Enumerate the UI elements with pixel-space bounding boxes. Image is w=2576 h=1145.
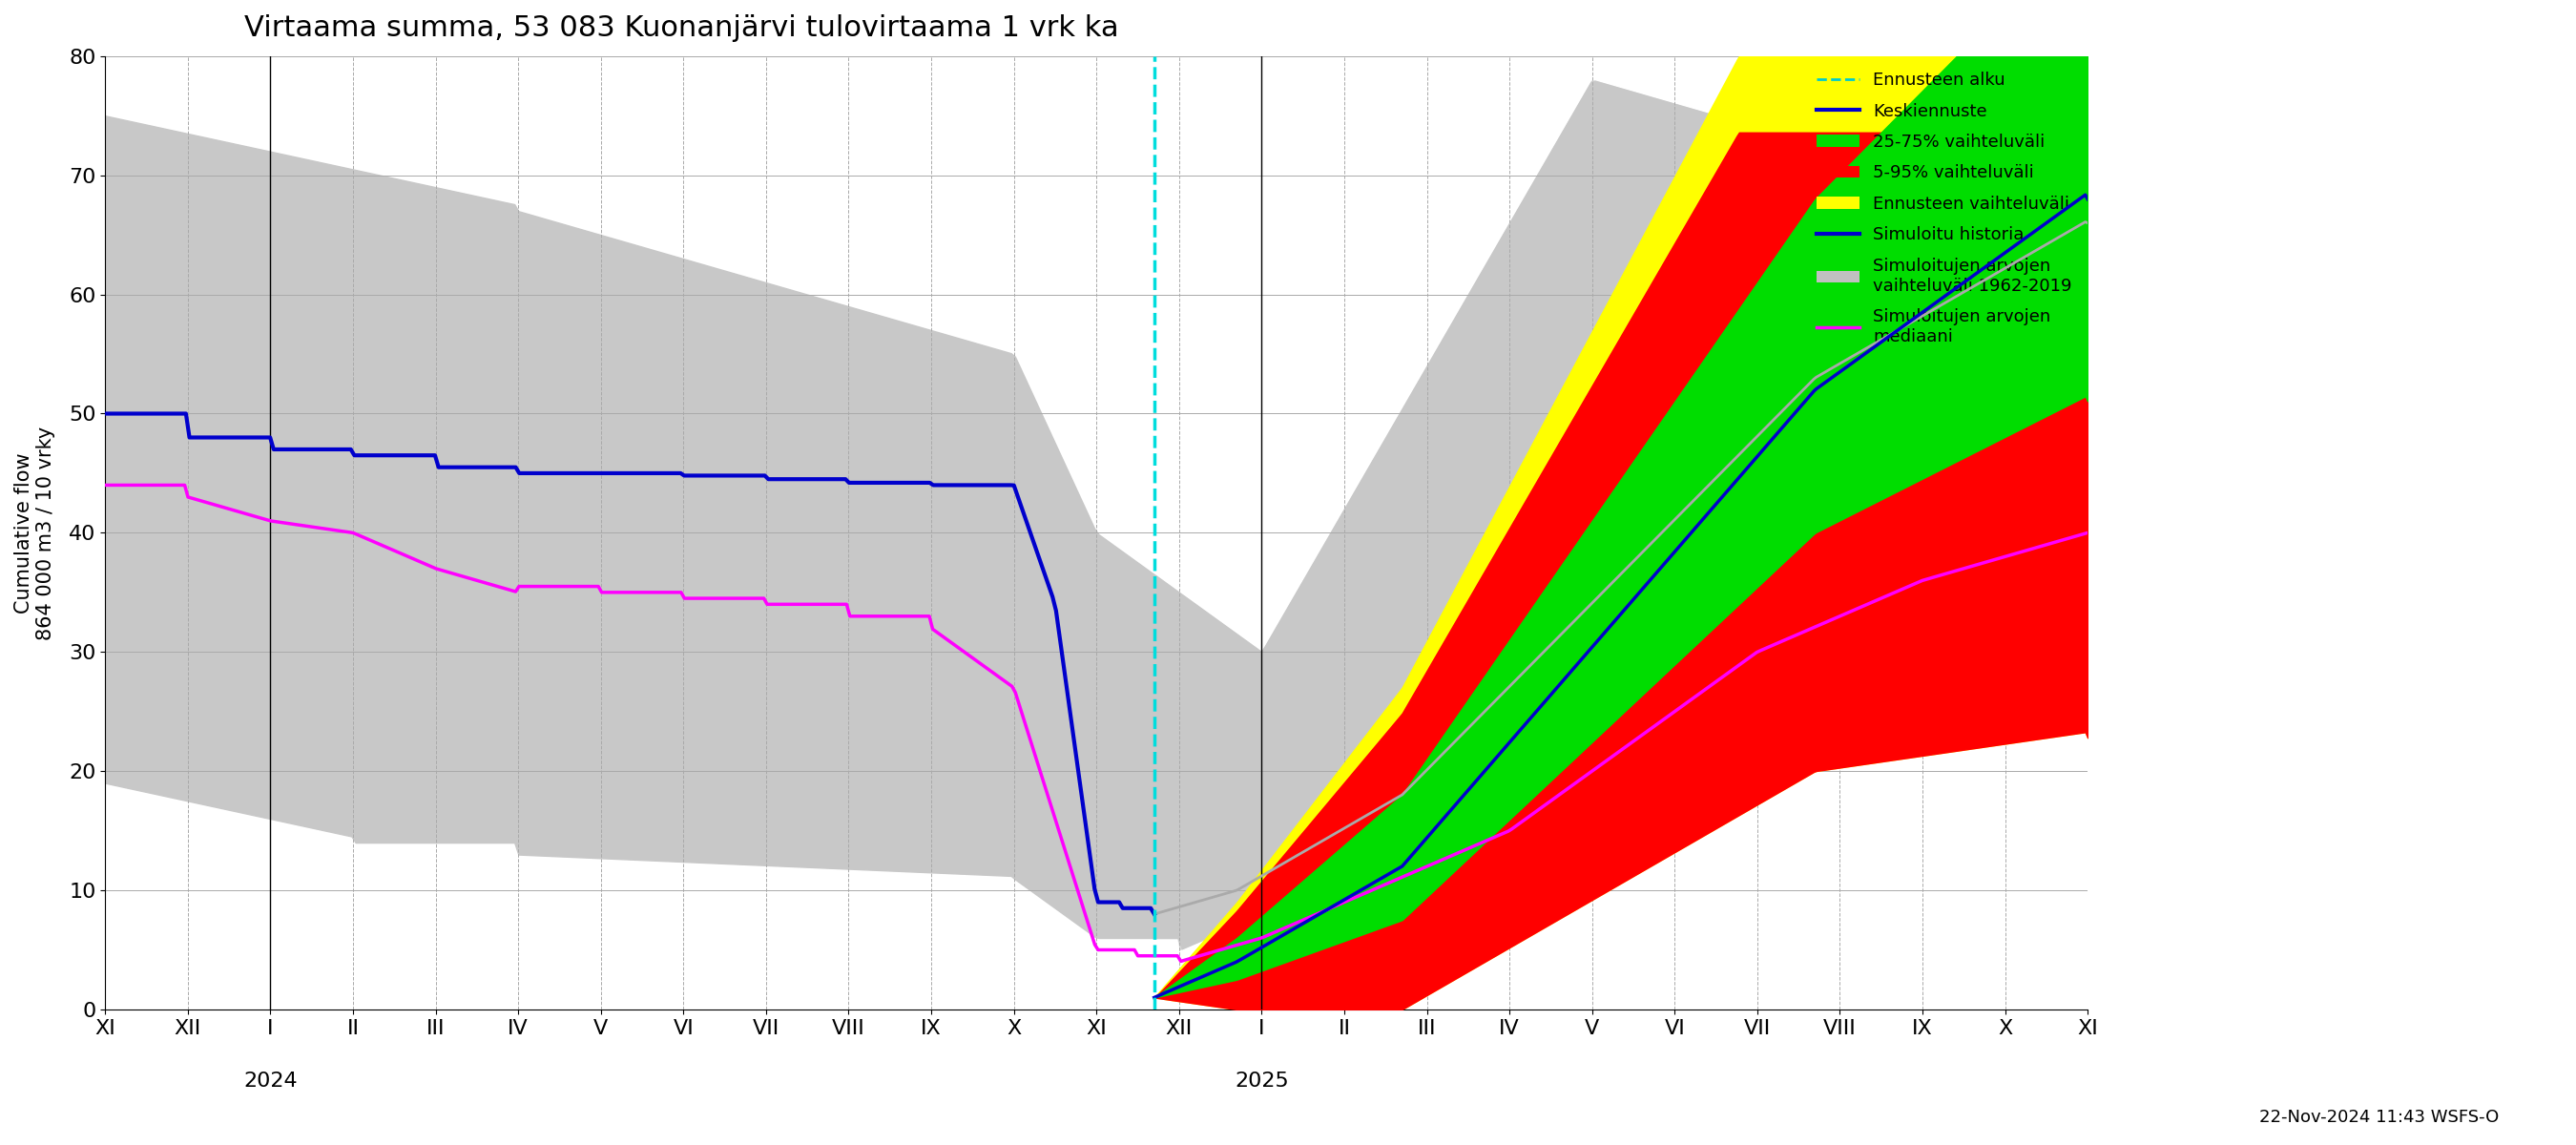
Text: 22-Nov-2024 11:43 WSFS-O: 22-Nov-2024 11:43 WSFS-O — [2259, 1108, 2499, 1126]
Text: 2024: 2024 — [242, 1072, 296, 1091]
Text: Virtaama summa, 53 083 Kuonanjärvi tulovirtaama 1 vrk ka: Virtaama summa, 53 083 Kuonanjärvi tulov… — [245, 14, 1118, 42]
Legend: Ennusteen alku, Keskiennuste, 25-75% vaihteluväli, 5-95% vaihteluväli, Ennusteen: Ennusteen alku, Keskiennuste, 25-75% vai… — [1808, 65, 2079, 353]
Text: 2025: 2025 — [1234, 1072, 1288, 1091]
Y-axis label: Cumulative flow
864 000 m3 / 10 vrky: Cumulative flow 864 000 m3 / 10 vrky — [15, 426, 57, 640]
